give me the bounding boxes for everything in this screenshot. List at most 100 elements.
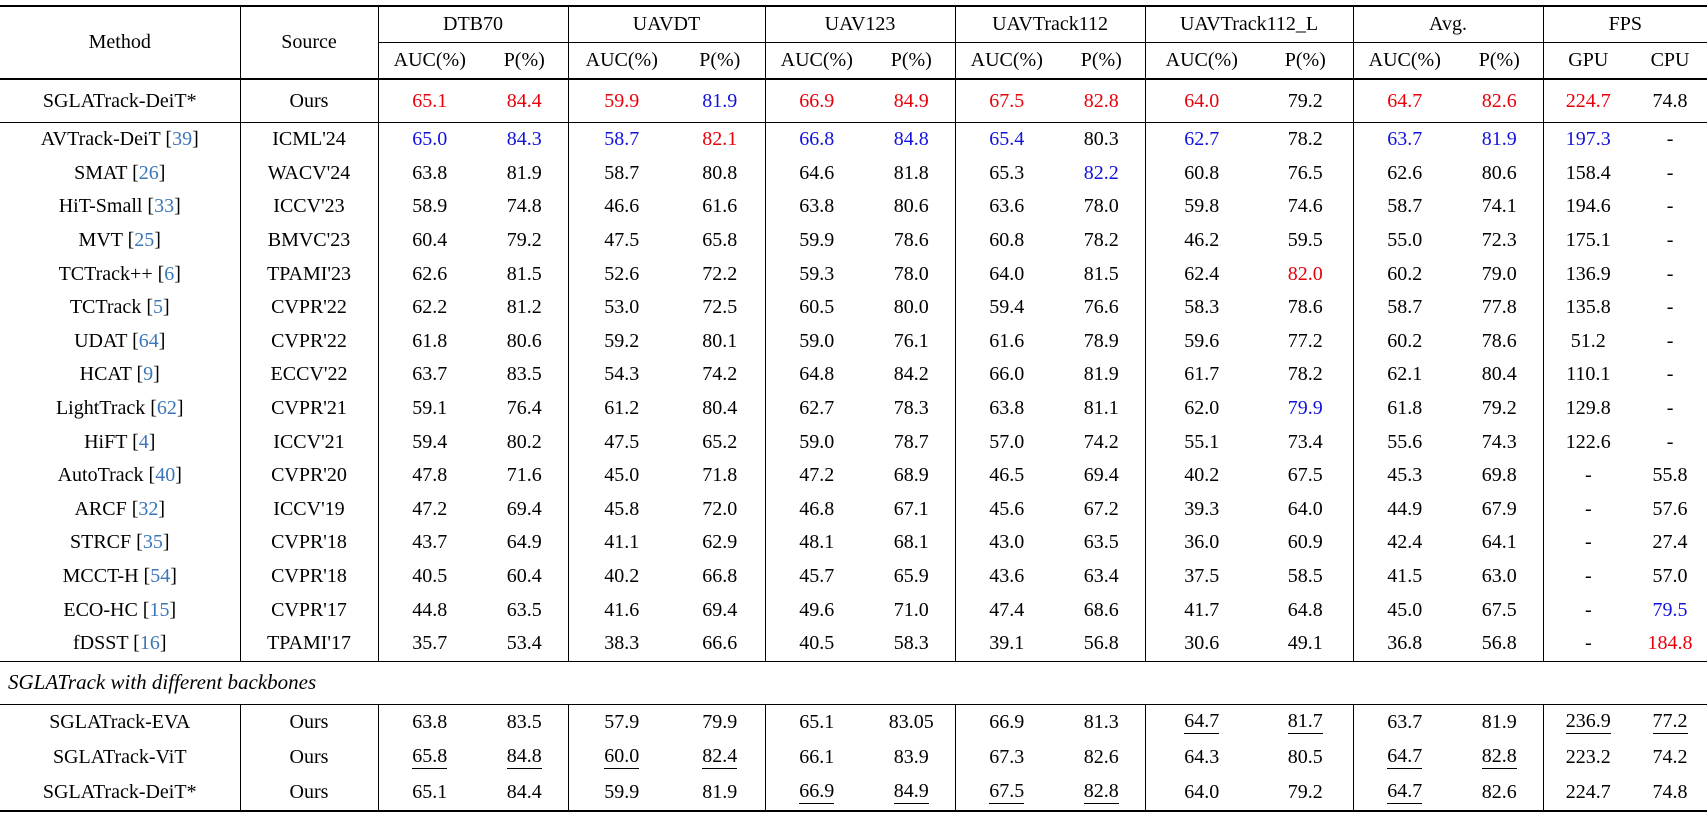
method-cell: SGLATrack-DeiT* [0,79,241,123]
citation-link[interactable]: 32 [138,497,159,520]
value-cell: 47.2 [799,464,835,487]
value-cell: 46.5 [989,464,1025,487]
value-cell: - [1584,497,1592,520]
value-cell: 62.7 [1184,128,1220,151]
value-cell: 79.9 [675,704,766,740]
value-cell: 224.7 [1543,79,1634,123]
value-cell: 58.7 [604,161,640,184]
citation-link[interactable]: 9 [143,363,154,386]
value-cell: 67.1 [868,492,956,527]
value-cell: 74.8 [1633,79,1707,123]
value-cell: 84.2 [868,358,956,392]
value-cell: 66.6 [675,626,766,661]
citation-link[interactable]: 64 [138,329,159,352]
citation-link[interactable]: 16 [139,632,160,655]
method-cell: TCTrack [5] [0,290,241,325]
table-row: UDAT [64] CVPR'22 61.8 80.6 59.2 80.1 59.0 76.1… [0,324,1707,359]
header-row-subcolumns: AUC(%) P(%) AUC(%) P(%) AUC(%) P(%) AUC(%) P(%)… [0,42,1707,79]
value-cell: 83.9 [868,739,956,775]
value-cell: 82.8 [1456,739,1544,775]
source-cell: Ours [240,79,379,123]
value-cell: 69.8 [1456,458,1544,493]
col-header-group-uavdt: UAVDT [568,6,766,43]
value-cell: 84.8 [481,739,569,775]
value-cell: 59.8 [1184,195,1220,218]
source-cell: CVPR'21 [240,391,379,426]
value-cell: 47.5 [604,430,640,453]
citation-link[interactable]: 33 [154,195,175,218]
value-cell: 65.9 [868,559,956,594]
value-cell: 84.4 [481,79,569,123]
table-row: AVTrack-DeiT [39] ICML'24 65.0 84.3 58.7 82.1… [0,122,1707,157]
value-cell: 58.3 [1184,296,1220,319]
value-cell: 46.2 [1184,229,1220,252]
value-cell: 194.6 [1565,195,1611,218]
value-cell: 81.9 [1456,122,1544,157]
value-cell: 83.5 [481,358,569,392]
value-cell: 129.8 [1565,397,1611,420]
citation-link[interactable]: 39 [172,128,193,151]
value-cell: 59.6 [1184,329,1220,352]
value-cell: 83.05 [868,704,956,740]
citation-link[interactable]: 4 [138,430,149,453]
value-cell: 60.2 [1387,262,1423,285]
value-cell: 40.2 [1184,464,1220,487]
value-cell: - [1666,161,1674,184]
value-cell: 158.4 [1565,161,1611,184]
citation-link[interactable]: 35 [142,531,163,554]
value-cell: 68.6 [1058,593,1146,627]
value-cell: 80.8 [675,156,766,191]
underlined-value: 66.9 [799,780,835,804]
col-header-group-avg.: Avg. [1353,6,1544,43]
value-cell: 65.4 [989,128,1025,151]
method-cell: SGLATrack-DeiT* [0,774,241,811]
citation-link[interactable]: 15 [149,598,170,621]
value-cell: 62.1 [1387,363,1423,386]
value-cell: 47.8 [412,464,448,487]
value-cell: 135.8 [1565,296,1611,319]
value-cell: 71.0 [868,593,956,627]
value-cell: 72.3 [1456,223,1544,258]
value-cell: 81.8 [868,156,956,191]
value-cell: 66.0 [989,363,1025,386]
value-cell: 57.9 [604,710,640,733]
value-cell: 41.7 [1184,598,1220,621]
source-cell: ICML'24 [240,122,379,157]
citation-link[interactable]: 25 [134,229,155,252]
value-cell: 62.6 [1387,161,1423,184]
col-header-group-uav123: UAV123 [765,6,956,43]
citation-link[interactable]: 62 [156,397,177,420]
value-cell: 84.3 [481,122,569,157]
underlined-value: 64.7 [1387,780,1423,804]
value-cell: 81.7 [1258,704,1354,740]
value-cell: 40.2 [604,565,640,588]
value-cell: 80.2 [481,425,569,459]
value-cell: - [1666,363,1674,386]
col-subheader-gpu: GPU [1568,49,1609,71]
value-cell: 78.2 [1258,122,1354,157]
value-cell: 53.4 [481,626,569,661]
citation-link[interactable]: 5 [152,296,163,319]
citation-link[interactable]: 40 [155,464,176,487]
value-cell: 80.3 [1058,122,1146,157]
value-cell: 69.4 [675,593,766,627]
value-cell: 57.0 [1652,565,1688,588]
citation-link[interactable]: 26 [138,161,159,184]
value-cell: - [1666,397,1674,420]
value-cell: 67.3 [989,745,1025,768]
value-cell: 78.6 [1258,290,1354,325]
underlined-value: 81.7 [1287,710,1323,734]
value-cell: 81.9 [675,79,766,123]
value-cell: 77.8 [1456,290,1544,325]
value-cell: 80.4 [1456,358,1544,392]
value-cell: 76.4 [481,391,569,426]
col-subheader-cpu: CPU [1650,49,1690,71]
col-subheader-auc: AUC(%) [780,49,853,71]
citation-link[interactable]: 54 [150,565,171,588]
value-cell: 69.4 [1058,458,1146,493]
value-cell: - [1666,296,1674,319]
citation-link[interactable]: 6 [164,262,175,285]
value-cell: 81.9 [1058,358,1146,392]
value-cell: 136.9 [1565,262,1611,285]
value-cell: 36.0 [1184,531,1220,554]
